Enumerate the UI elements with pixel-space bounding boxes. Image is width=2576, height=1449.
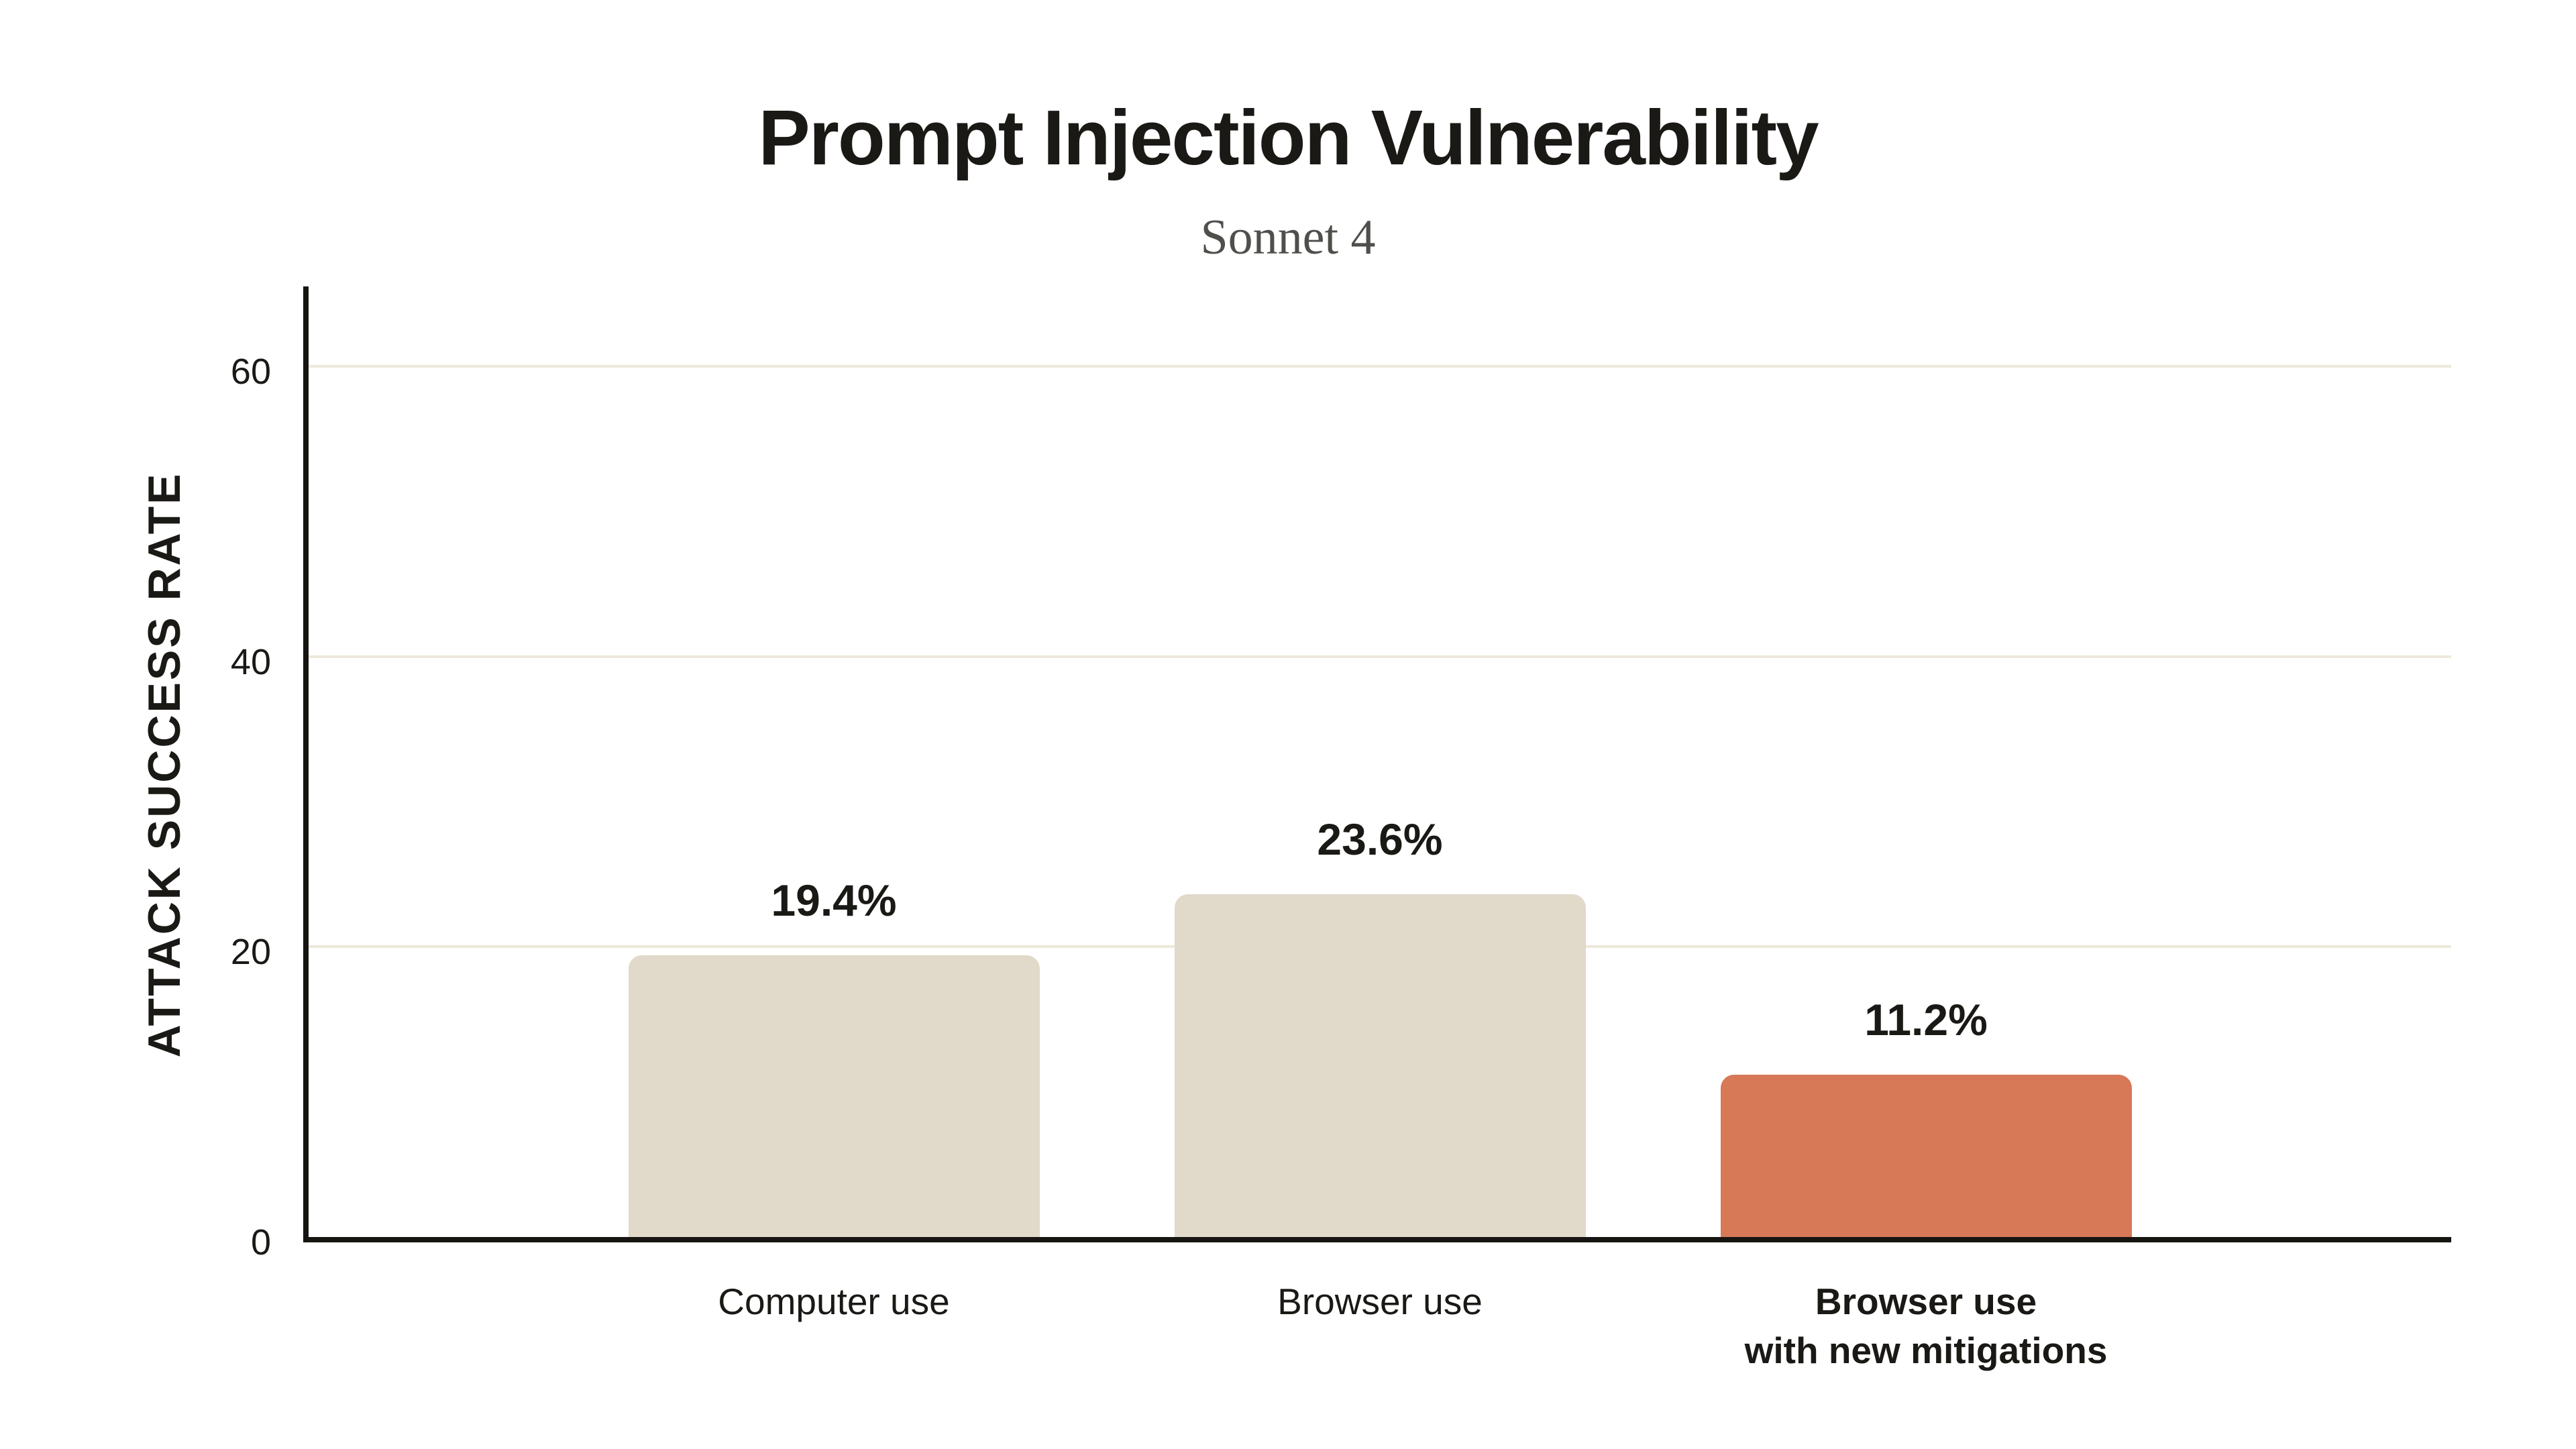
y-tick-label-0: 0 [250, 1222, 271, 1263]
x-category-label-0: Computer use [718, 1281, 950, 1322]
bar-value-label-0: 19.4% [771, 875, 897, 926]
bar-slot-0: 19.4% Computer use [628, 286, 1040, 1322]
y-tick-label-20: 20 [230, 932, 271, 973]
y-tick-label-60: 60 [230, 351, 271, 392]
x-category-label-1: Browser use [1277, 1281, 1483, 1322]
bar-slot-2: 11.2% Browser use with new mitigations [1720, 286, 2132, 1371]
gridline-40 [309, 655, 2451, 658]
y-tick-label-40: 40 [230, 641, 271, 682]
bar-1 [1174, 894, 1586, 1237]
gridline-60 [309, 365, 2451, 368]
bar-0 [628, 955, 1040, 1237]
bar-value-label-2: 11.2% [1864, 994, 1988, 1044]
chart-title: Prompt Injection Vulnerability [758, 94, 1819, 181]
x-category-label-2: Browser use with new mitigations [1744, 1281, 2108, 1371]
y-axis-title: ATTACK SUCCESS RATE [139, 472, 190, 1058]
bar-value-label-1: 23.6% [1317, 814, 1443, 865]
bar-slot-1: 23.6% Browser use [1174, 286, 1586, 1322]
bars-row: 19.4% Computer use 23.6% Browser use 11.2% Br… [309, 286, 2451, 1371]
bar-2 [1720, 1074, 2132, 1237]
chart-subtitle: Sonnet 4 [1200, 210, 1376, 265]
plot-area: 19.4% Computer use 23.6% Browser use 11.2% Br… [303, 286, 2451, 1371]
